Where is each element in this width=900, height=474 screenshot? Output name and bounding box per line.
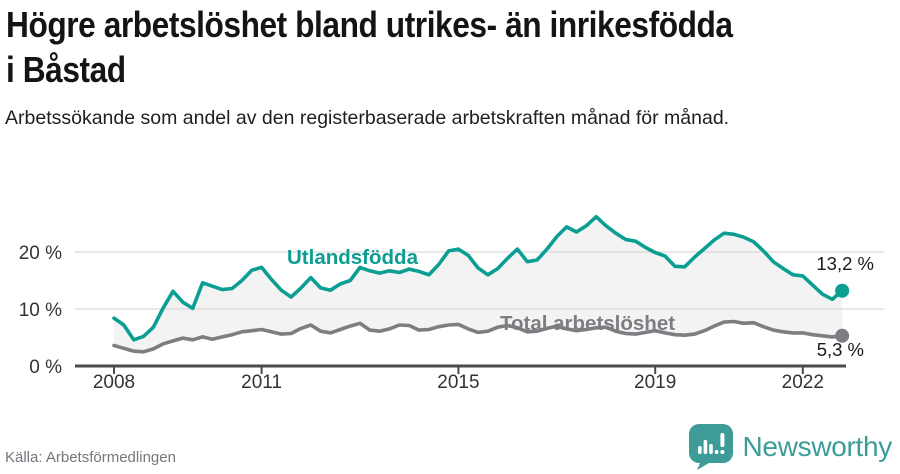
x-tick-label: 2019 [634, 372, 676, 393]
chart-canvas: 2008 2011 2015 2019 2022 0 % 10 % 20 % Utlandsfö… [19, 214, 884, 393]
y-tick-label: 10 % [19, 300, 62, 321]
series-end-dot-utlandsfodda [835, 283, 850, 298]
series-line-utlandsfodda [112, 214, 845, 342]
x-tick-label: 2008 [93, 372, 135, 393]
source-note: Källa: Arbetsförmedlingen [5, 449, 176, 466]
series-end-dot-total [835, 328, 850, 343]
series-label-utlandsfodda: Utlandsfödda [287, 246, 419, 269]
newsworthy-chart-bubble-icon [688, 424, 733, 470]
page-subtitle: Arbetssökande som andel av den registerb… [5, 107, 730, 129]
newsworthy-wordmark: Newsworthy [742, 430, 893, 462]
series-end-value-utlandsfodda: 13,2 % [816, 253, 874, 274]
newsworthy-logo: Newsworthy [688, 423, 892, 470]
x-tick-label: 2011 [241, 372, 282, 393]
series-label-total: Total arbetslöshet [500, 312, 675, 335]
y-tick-label: 20 % [19, 243, 62, 264]
series-line-total [112, 319, 845, 354]
series-gap-band [114, 216, 843, 352]
series-end-value-total: 5,3 % [817, 339, 864, 360]
x-tick-label: 2022 [782, 372, 824, 393]
page-title: Högre arbetslöshet bland utrikes- än inr… [6, 4, 733, 91]
x-tick-label: 2015 [437, 372, 479, 393]
line-chart: 2008 2011 2015 2019 2022 0 % 10 % 20 % Utlandsfö… [0, 190, 900, 404]
y-tick-label: 0 % [29, 357, 62, 378]
